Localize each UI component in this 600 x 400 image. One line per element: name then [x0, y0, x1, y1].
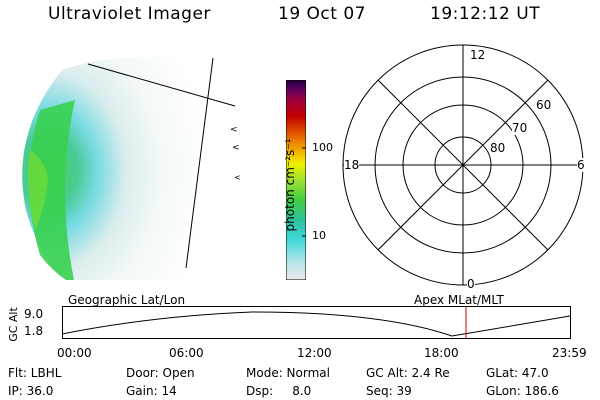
time-label: 19:12:12 UT: [430, 4, 541, 24]
info-filter: Flt: LBHL: [8, 366, 62, 380]
info-glat: GLat: 47.0: [486, 366, 549, 380]
lat-label-60: 60: [536, 98, 552, 112]
date-label: 19 Oct 07: [278, 4, 366, 24]
info-glon: GLon: 186.6: [486, 384, 559, 398]
mlt-label-0: 0: [467, 277, 475, 291]
time-tick-1200: 12:00: [297, 346, 332, 360]
colorbar-tick-100: 100: [312, 141, 333, 154]
info-seq: Seq: 39: [366, 384, 412, 398]
info-ip: IP: 36.0: [8, 384, 54, 398]
timeline-ymin: 1.8: [24, 324, 44, 338]
info-dsp: Dsp: 8.0: [246, 384, 312, 398]
polar-mlt-plot: [342, 44, 584, 286]
colorbar-unit-label: photon cm⁻²s⁻¹: [283, 138, 297, 232]
time-tick-2359: 23:59: [552, 346, 587, 360]
earth-disk: [22, 56, 200, 280]
info-gc-alt: GC Alt: 2.4 Re: [366, 366, 450, 380]
mlt-label-6: 6: [577, 158, 585, 172]
altitude-timeline: [62, 306, 571, 339]
time-tick-0600: 06:00: [169, 346, 204, 360]
timeline-left-title: Geographic Lat/Lon: [68, 293, 186, 307]
info-mode: Mode: Normal: [246, 366, 330, 380]
lat-label-80: 80: [490, 141, 506, 155]
earth-uv-image: < < <: [22, 56, 241, 280]
svg-text:<: <: [232, 143, 240, 153]
lat-label-70: 70: [512, 121, 528, 135]
instrument-title: Ultraviolet Imager: [48, 4, 211, 24]
timeline-ymax: 9.0: [24, 307, 44, 321]
timeline-axis-label: GC Alt: [6, 307, 20, 342]
earth-grid-lines: [87, 57, 236, 269]
time-tick-1800: 18:00: [424, 346, 459, 360]
svg-text:<: <: [230, 125, 238, 135]
mlt-label-18: 18: [344, 158, 360, 172]
svg-text:<: <: [234, 173, 241, 182]
polar-axis-diag2: [377, 79, 549, 251]
mlt-label-12: 12: [470, 48, 486, 62]
colorbar-tick-10: 10: [312, 229, 326, 242]
sparse-pixels: < < <: [230, 125, 241, 182]
info-gain: Gain: 14: [126, 384, 177, 398]
timeline-right-title: Apex MLat/MLT: [414, 293, 504, 307]
time-tick-0000: 00:00: [57, 346, 92, 360]
info-door: Door: Open: [126, 366, 195, 380]
